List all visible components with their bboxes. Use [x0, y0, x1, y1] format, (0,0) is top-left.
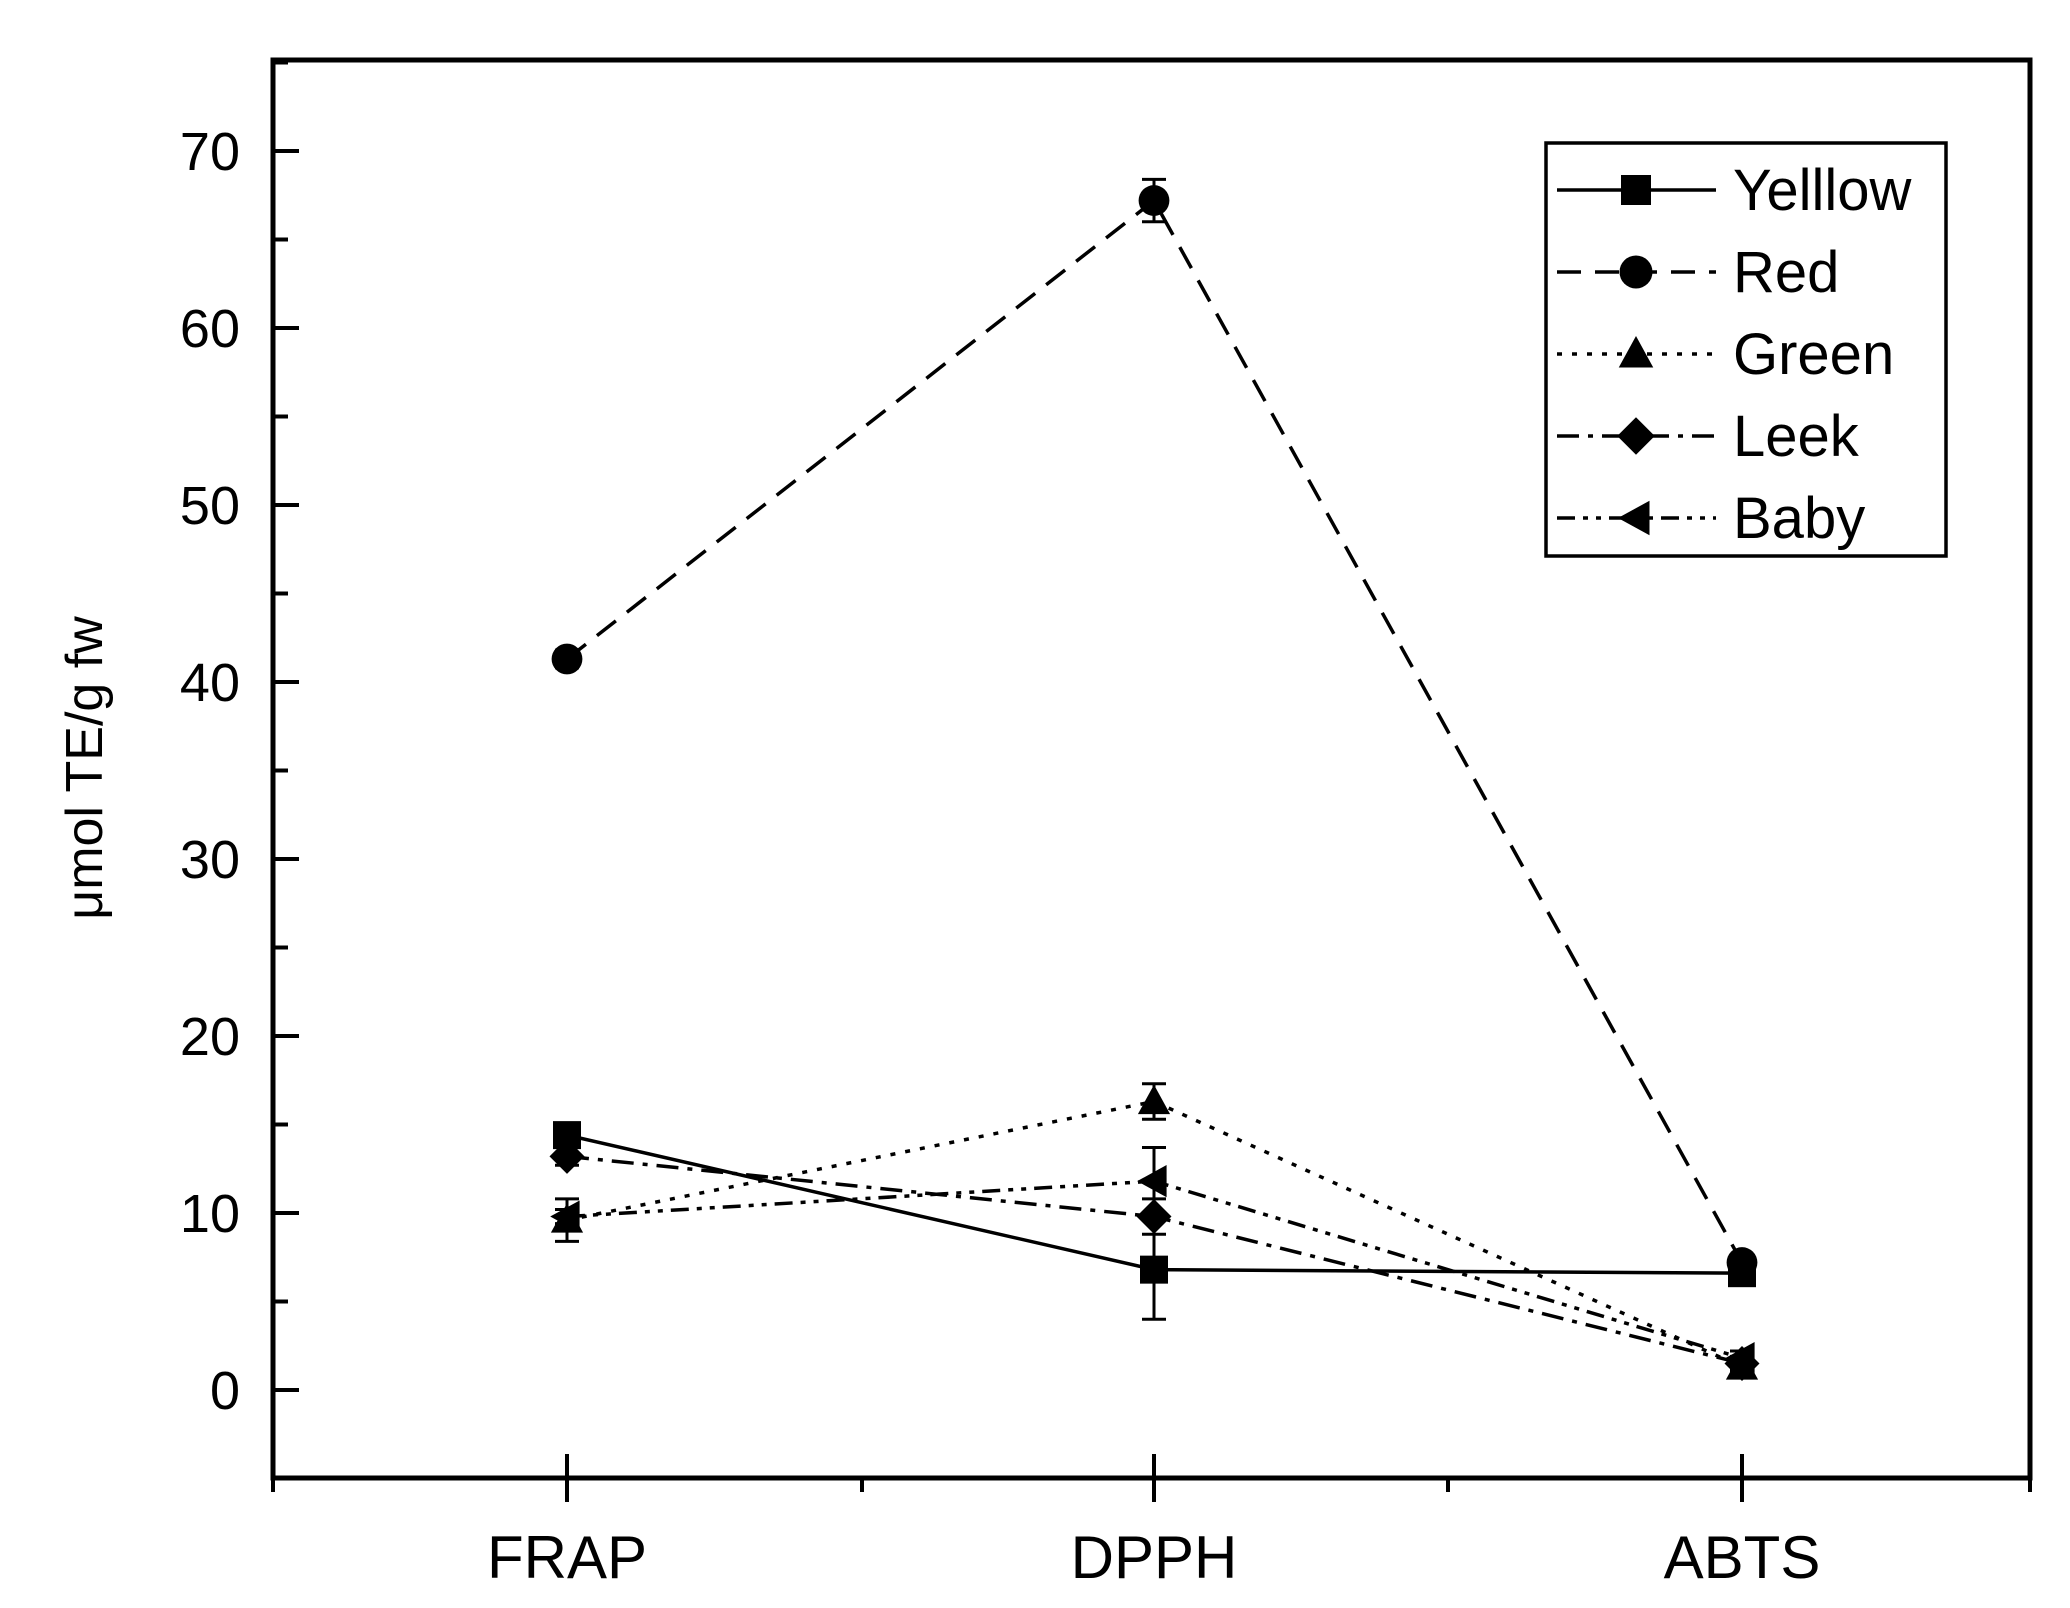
legend-item-red: Red [1557, 240, 1839, 305]
legend-label-green: Green [1733, 322, 1894, 387]
y-axis: 0 10 20 30 40 50 60 70 [180, 60, 299, 1481]
legend-box [1544, 141, 1948, 558]
y-tick-label: 50 [180, 476, 240, 536]
x-axis: FRAP DPPH ABTS [271, 1454, 2032, 1591]
legend-marker-baby [1618, 500, 1650, 536]
legend-item-yelllow: Yelllow [1557, 158, 1913, 223]
legend-marker-red [1619, 255, 1653, 289]
legend-marker-leek [1617, 417, 1655, 455]
data-point-red-abts [1726, 1247, 1758, 1278]
legend-item-green: Green [1557, 322, 1894, 387]
y-tick-label: 0 [210, 1361, 240, 1421]
data-point-green-dpph [1137, 1084, 1171, 1115]
series-layer [549, 177, 1760, 1381]
series-baby [550, 1146, 1755, 1375]
legend-marker-yelllow [1621, 175, 1651, 205]
y-tick-label: 70 [180, 122, 240, 182]
legend-item-leek: Leek [1557, 404, 1860, 469]
data-point-baby-abts [1725, 1342, 1755, 1375]
legend-label-yelllow: Yelllow [1733, 158, 1913, 223]
series-line-green [566, 1099, 1743, 1369]
legend-item-baby: Baby [1557, 486, 1865, 551]
data-point-leek-frap [549, 1138, 585, 1174]
data-point-red-dpph [1138, 185, 1170, 216]
legend-label-red: Red [1733, 240, 1839, 305]
y-tick-label: 20 [180, 1007, 240, 1067]
x-tick-label-frap: FRAP [487, 1524, 647, 1591]
y-tick-label: 10 [180, 1184, 240, 1244]
data-point-baby-dpph [1137, 1165, 1167, 1198]
data-point-red-frap [551, 643, 583, 675]
x-tick-label-dpph: DPPH [1071, 1524, 1238, 1591]
legend-label-leek: Leek [1733, 404, 1860, 469]
legend-marker-green [1618, 336, 1654, 368]
y-tick-label: 30 [180, 830, 240, 890]
y-tick-label: 60 [180, 299, 240, 359]
data-point-yelllow-dpph [1140, 1255, 1168, 1284]
series-red [551, 177, 1758, 1278]
y-tick-label: 40 [180, 653, 240, 713]
x-tick-label-abts: ABTS [1664, 1524, 1821, 1591]
legend: Yelllow Red Green Leek Baby [1544, 141, 1948, 558]
y-axis-label: μmol TE/g fw [56, 616, 114, 920]
data-point-leek-dpph [1136, 1199, 1172, 1235]
legend-label-baby: Baby [1733, 486, 1865, 551]
data-point-baby-frap [550, 1200, 580, 1233]
